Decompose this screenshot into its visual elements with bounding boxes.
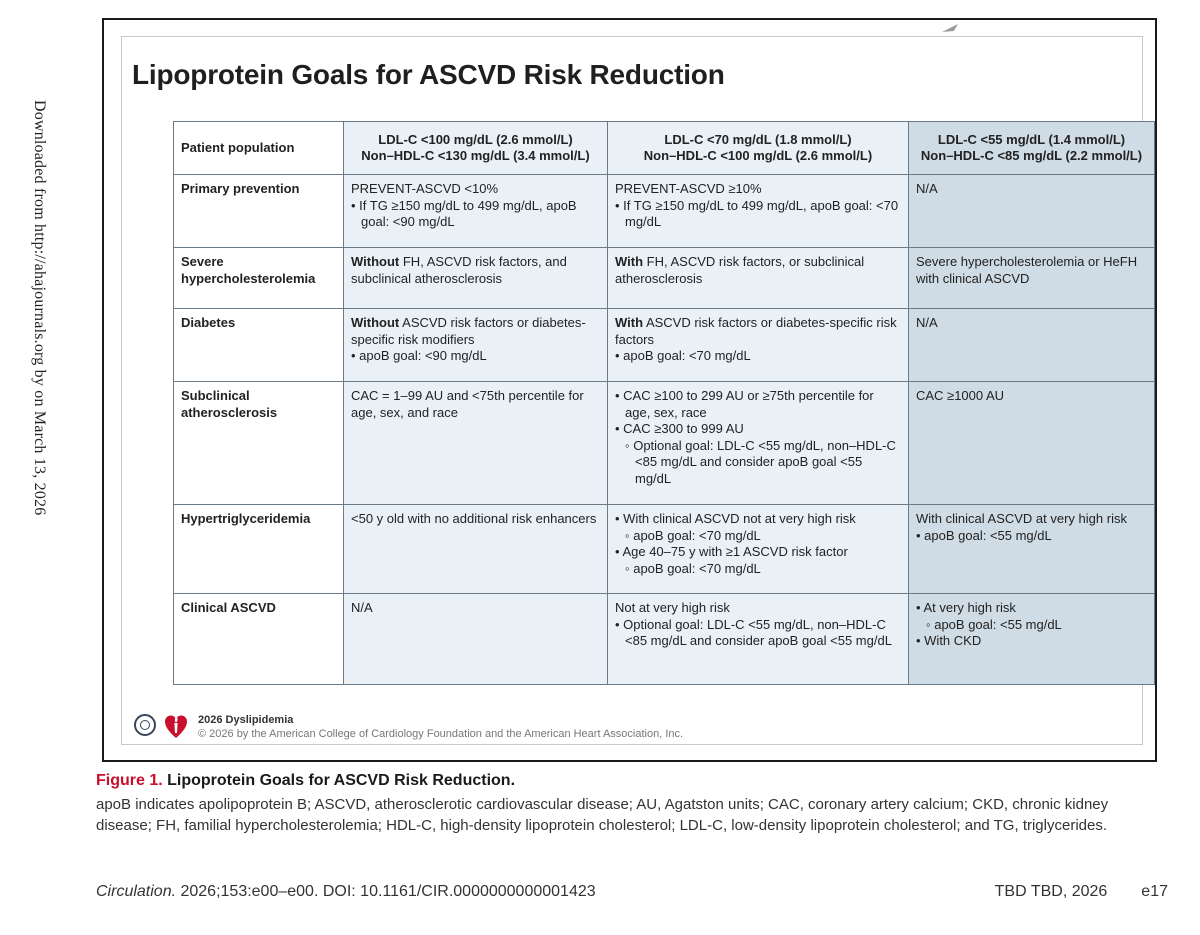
figure-caption: Figure 1. Lipoprotein Goals for ASCVD Ri… — [96, 772, 1166, 836]
cell-subclinical-goal-1: CAC = 1–99 AU and <75th percentile for a… — [343, 381, 608, 505]
cell-primary-goal-2: PREVENT-ASCVD ≥10% • If TG ≥150 mg/dL to… — [607, 174, 909, 248]
cell-severe-goal-2: With FH, ASCVD risk factors, or subclini… — [607, 247, 909, 309]
cell-text: Not at very high risk — [615, 600, 730, 615]
table-row-subclinical-atherosclerosis: Subclinical atherosclerosis CAC = 1–99 A… — [173, 381, 1155, 505]
cell-subclinical-goal-2: • CAC ≥100 to 299 AU or ≥75th percentile… — [607, 381, 909, 505]
lipoprotein-goals-table: Patient population LDL-C <100 mg/dL (2.6… — [173, 121, 1155, 685]
cell-emphasis: With — [615, 254, 644, 269]
column-header-goal-1: LDL-C <100 mg/dL (2.6 mmol/L) Non–HDL-C … — [343, 121, 608, 175]
page-number: e17 — [1141, 883, 1168, 900]
table-row-clinical-ascvd: Clinical ASCVD N/A Not at very high risk… — [173, 593, 1155, 685]
goal-2-nonhdl: Non–HDL-C <100 mg/dL (2.6 mmol/L) — [643, 148, 873, 163]
cell-emphasis: Without — [351, 315, 400, 330]
cell-text-block: Without ASCVD risk factors or diabetes-s… — [351, 315, 600, 348]
cell-bullet: • With CKD — [916, 633, 982, 648]
table-row-hypertriglyceridemia: Hypertriglyceridemia <50 y old with no a… — [173, 504, 1155, 594]
guideline-name: 2026 Dyslipidemia — [198, 714, 294, 726]
issue-date: TBD TBD, 2026 — [994, 883, 1108, 900]
cell-bullet: • If TG ≥150 mg/dL to 499 mg/dL, apoB go… — [351, 197, 577, 230]
cell-diabetes-goal-2: With ASCVD risk factors or diabetes-spec… — [607, 308, 909, 382]
cell-bullet: • CAC ≥100 to 299 AU or ≥75th percentile… — [615, 388, 874, 420]
cell-sub-bullet: ◦ apoB goal: <70 mg/dL — [625, 560, 761, 576]
cell-text: FH, ASCVD risk factors, and subclinical … — [351, 254, 567, 286]
cell-subclinical-goal-3: CAC ≥1000 AU — [908, 381, 1155, 505]
column-header-goal-3: LDL-C <55 mg/dL (1.4 mmol/L) Non–HDL-C <… — [908, 121, 1155, 175]
column-header-population: Patient population — [173, 121, 344, 175]
caption-title-text: Lipoprotein Goals for ASCVD Risk Reducti… — [162, 772, 516, 789]
cell-text: PREVENT-ASCVD <10% — [351, 181, 499, 196]
cell-bullet: • With clinical ASCVD not at very high r… — [615, 511, 856, 526]
figure-title: Lipoprotein Goals for ASCVD Risk Reducti… — [132, 59, 725, 90]
cell-sub-bullet: ◦ apoB goal: <70 mg/dL — [625, 527, 761, 543]
cell-primary-goal-3: N/A — [908, 174, 1155, 248]
cell-text: PREVENT-ASCVD ≥10% — [615, 181, 762, 196]
cell-clinical-goal-1: N/A — [343, 593, 608, 685]
cell-text: ASCVD risk factors or diabetes-specific … — [615, 315, 897, 347]
page-footer: Circulation. 2026;153:e00–e00. DOI: 10.1… — [96, 883, 1168, 901]
row-label-severe-hypercholesterolemia: Severe hypercholesterolemia — [173, 247, 344, 309]
copyright-notice: © 2026 by the American College of Cardio… — [198, 728, 684, 740]
cell-bullet: • If TG ≥150 mg/dL to 499 mg/dL, apoB go… — [615, 197, 899, 230]
cell-hypertg-goal-2: • With clinical ASCVD not at very high r… — [607, 504, 909, 594]
goal-3-nonhdl: Non–HDL-C <85 mg/dL (2.2 mmol/L) — [920, 148, 1143, 163]
citation: 2026;153:e00–e00. DOI: 10.1161/CIR.00000… — [176, 883, 596, 900]
figure-footer: 2026 Dyslipidemia © 2026 by the American… — [198, 713, 683, 741]
cell-text-block: With ASCVD risk factors or diabetes-spec… — [615, 315, 901, 348]
page-info: TBD TBD, 2026 e17 — [961, 883, 1168, 901]
aha-heart-torch-icon — [165, 715, 187, 738]
goal-2-ldl: LDL-C <70 mg/dL (1.8 mmol/L) — [664, 131, 852, 147]
cell-bullet: • apoB goal: <70 mg/dL — [615, 348, 751, 363]
caption-body: apoB indicates apolipoprotein B; ASCVD, … — [96, 796, 1109, 834]
row-label-clinical-ascvd: Clinical ASCVD — [173, 593, 344, 685]
caption-title: Figure 1. Lipoprotein Goals for ASCVD Ri… — [96, 772, 1166, 790]
cell-emphasis: Without — [351, 254, 400, 269]
figure-panel: Lipoprotein Goals for ASCVD Risk Reducti… — [121, 36, 1155, 745]
corner-mark-icon — [942, 24, 958, 32]
cell-bullet: • apoB goal: <55 mg/dL — [916, 527, 1052, 543]
figure-frame: Lipoprotein Goals for ASCVD Risk Reducti… — [102, 18, 1157, 762]
cell-text: ASCVD risk factors or diabetes-specific … — [351, 315, 586, 347]
row-label-diabetes: Diabetes — [173, 308, 344, 382]
figure-label: Figure 1. — [96, 772, 163, 789]
cell-sub-bullet: ◦ apoB goal: <55 mg/dL — [926, 616, 1062, 632]
column-header-goal-2: LDL-C <70 mg/dL (1.8 mmol/L) Non–HDL-C <… — [607, 121, 909, 175]
cell-diabetes-goal-3: N/A — [908, 308, 1155, 382]
cell-bullet: • Optional goal: LDL-C <55 mg/dL, non–HD… — [615, 616, 892, 649]
cell-bullet: • Age 40–75 y with ≥1 ASCVD risk factor — [615, 544, 848, 559]
row-label-subclinical-atherosclerosis: Subclinical atherosclerosis — [173, 381, 344, 505]
goal-1-nonhdl: Non–HDL-C <130 mg/dL (3.4 mmol/L) — [361, 148, 590, 163]
table-header-row: Patient population LDL-C <100 mg/dL (2.6… — [173, 121, 1155, 175]
journal-name: Circulation. — [96, 883, 177, 900]
cell-severe-goal-3: Severe hypercholesterolemia or HeFH with… — [908, 247, 1155, 309]
cell-sub-bullet: ◦ Optional goal: LDL-C <55 mg/dL, non–HD… — [625, 437, 896, 486]
goal-3-ldl: LDL-C <55 mg/dL (1.4 mmol/L) — [937, 131, 1126, 147]
cell-severe-goal-1: Without FH, ASCVD risk factors, and subc… — [343, 247, 608, 309]
cell-clinical-goal-3: • At very high risk ◦ apoB goal: <55 mg/… — [908, 593, 1155, 685]
cell-hypertg-goal-1: <50 y old with no additional risk enhanc… — [343, 504, 608, 594]
table-row-diabetes: Diabetes Without ASCVD risk factors or d… — [173, 308, 1155, 382]
cell-primary-goal-1: PREVENT-ASCVD <10% • If TG ≥150 mg/dL to… — [343, 174, 608, 248]
cell-diabetes-goal-1: Without ASCVD risk factors or diabetes-s… — [343, 308, 608, 382]
cell-bullet: • At very high risk — [916, 600, 1016, 615]
row-label-hypertriglyceridemia: Hypertriglyceridemia — [173, 504, 344, 594]
download-watermark: Downloaded from http://ahajournals.org b… — [31, 100, 48, 516]
cell-text: With clinical ASCVD at very high risk — [916, 511, 1127, 526]
row-label-primary-prevention: Primary prevention — [173, 174, 344, 248]
cell-emphasis: With — [615, 315, 644, 330]
cell-text: FH, ASCVD risk factors, or subclinical a… — [615, 254, 865, 286]
goal-1-ldl: LDL-C <100 mg/dL (2.6 mmol/L) — [378, 131, 573, 147]
cell-hypertg-goal-3: With clinical ASCVD at very high risk • … — [908, 504, 1155, 594]
cell-bullet: • CAC ≥300 to 999 AU — [615, 421, 744, 436]
cell-clinical-goal-2: Not at very high risk • Optional goal: L… — [607, 593, 909, 685]
publisher-logos — [134, 712, 194, 742]
cell-bullet: • apoB goal: <90 mg/dL — [351, 348, 487, 363]
acc-seal-icon — [134, 714, 156, 736]
table-row-severe-hypercholesterolemia: Severe hypercholesterolemia Without FH, … — [173, 247, 1155, 309]
table-row-primary-prevention: Primary prevention PREVENT-ASCVD <10% • … — [173, 174, 1155, 248]
